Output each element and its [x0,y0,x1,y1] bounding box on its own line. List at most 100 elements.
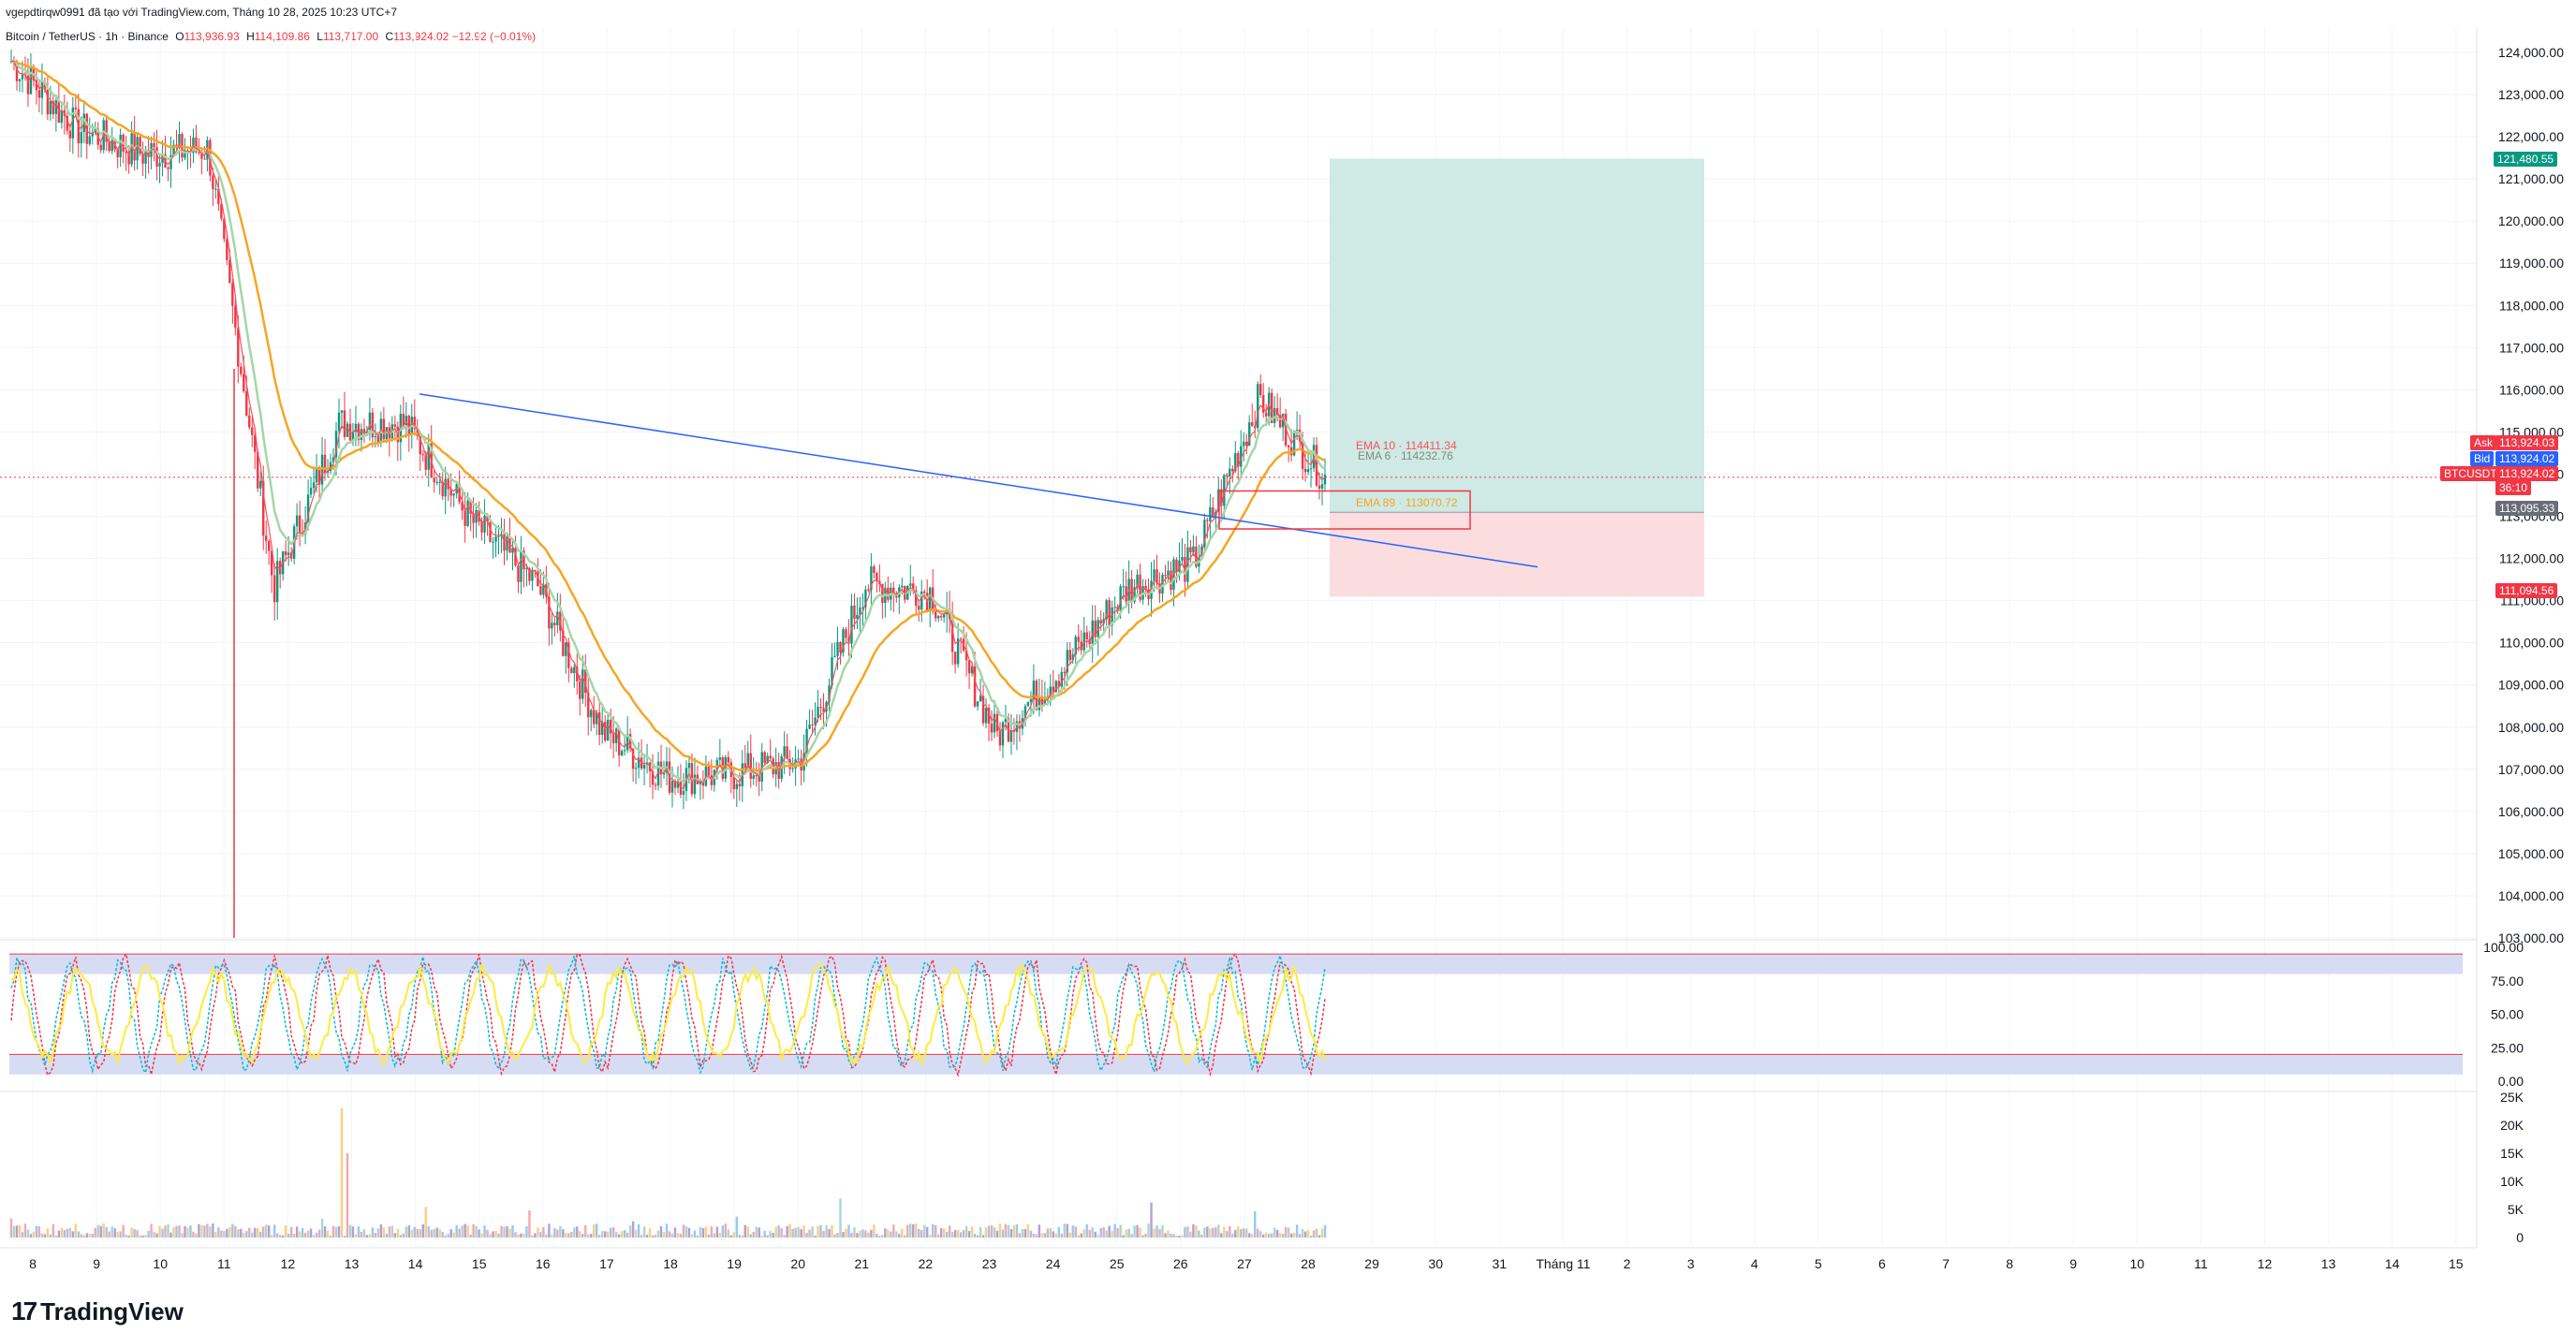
candle-body [1186,547,1189,582]
candle-body [60,110,64,124]
candle-body [54,100,58,114]
volume-bar [141,1235,144,1238]
candle-body [402,414,405,426]
candle-body [1009,729,1013,742]
volume-bar [584,1224,587,1238]
volume-bar [545,1234,548,1238]
volume-bar [1223,1226,1226,1238]
candle-body [278,561,282,575]
candle-body [405,416,407,426]
volume-tick-label: 0 [2516,1230,2524,1245]
candle-body [601,722,604,736]
volume-bar [1026,1223,1030,1238]
candle-body [268,540,271,551]
volume-bar [29,1234,33,1238]
volume-bar [895,1231,898,1238]
volume-bar [993,1227,996,1238]
candle-body [1164,574,1167,577]
volume-bar [948,1225,951,1238]
candle-body [486,516,489,522]
volume-bar [1189,1231,1192,1238]
candle-body [357,423,361,441]
time-tick-label: 26 [1173,1256,1188,1271]
candle-body [1220,489,1223,506]
ema-6-line [10,60,1326,790]
volume-bar [710,1226,714,1238]
candle-body [570,667,573,674]
volume-bar [66,1228,69,1238]
volume-bar [749,1234,752,1238]
candle-body [718,757,722,760]
volume-bar [309,1228,313,1238]
volume-bar [337,1225,341,1238]
candle-body [1057,681,1061,687]
volume-bar [774,1226,777,1238]
candle-body [119,134,122,157]
candle-body [66,115,69,131]
candle-body [424,454,427,470]
volume-bar [458,1228,461,1238]
bid-label-tag: Bid [2470,451,2495,466]
bid-price-tag: 113,924.02 [2495,451,2559,466]
price-tick-label: 112,000.00 [2499,551,2564,566]
candle-body [606,719,610,741]
volume-bar [520,1233,523,1238]
volume-bar [1066,1223,1068,1238]
volume-bar [606,1231,610,1238]
volume-bar [494,1230,497,1238]
candle-body [1071,654,1074,661]
price-tick-label: 124,000.00 [2498,45,2564,60]
candle-body [80,132,82,144]
candle-body [1054,681,1058,693]
candle-body [167,168,169,169]
candle-body [581,669,584,699]
volume-bar [127,1235,130,1238]
symbol-name[interactable]: Bitcoin / TetherUS · 1h · Binance [6,30,169,43]
volume-bar [836,1233,839,1238]
volume-bar [682,1224,685,1238]
candle-body [71,107,75,139]
candle-body [262,480,265,536]
candle-body [217,188,220,205]
tradingview-brand[interactable]: 17 TradingView [11,1296,184,1326]
volume-bar [772,1233,774,1238]
candle-body [511,548,514,553]
candle-body [1043,699,1047,705]
candle-body [447,478,449,490]
candles-group [9,50,1327,810]
candle-body [125,152,127,154]
candle-body [1113,607,1116,608]
candle-body [1195,546,1198,567]
volume-bar [1192,1223,1195,1238]
volume-bar [724,1223,728,1238]
volume-bar [690,1234,694,1238]
volume-bar [1119,1224,1122,1238]
volume-bar [223,1231,226,1238]
candle-body [259,480,262,489]
time-tick-label: 29 [1364,1256,1379,1271]
volume-bar [668,1231,671,1238]
candle-body [953,652,957,665]
volume-bar [1231,1233,1234,1238]
candle-body [707,766,711,776]
candle-body [1175,559,1178,572]
candle-body [40,81,44,98]
volume-bar [713,1233,716,1238]
candle-body [1270,392,1273,423]
candle-body [1108,600,1111,626]
candle-body [929,587,932,611]
volume-bar [399,1235,403,1238]
volume-bar [603,1231,607,1238]
time-tick-label: 27 [1237,1256,1252,1271]
candle-body [15,61,19,81]
price-tick-label: 119,000.00 [2499,256,2564,271]
candle-body [317,467,321,485]
candle-body [273,575,276,603]
candle-body [1040,696,1044,705]
volume-bar [1009,1229,1013,1238]
candle-body [198,152,200,154]
volume-bar [385,1233,389,1238]
volume-bar [1147,1223,1150,1238]
volume-bar [243,1233,245,1238]
